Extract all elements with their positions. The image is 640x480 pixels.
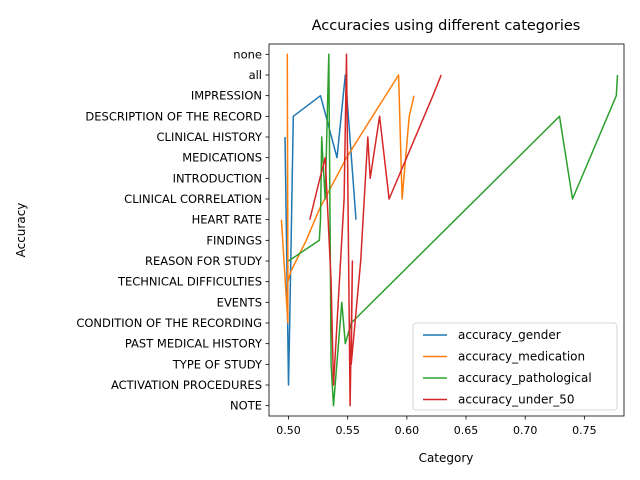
y-axis-label: Accuracy <box>14 203 28 258</box>
y-tick-label: DESCRIPTION OF THE RECORD <box>85 109 262 123</box>
legend-label: accuracy_pathological <box>458 371 592 385</box>
x-axis-label: Category <box>419 451 474 465</box>
y-tick-label: REASON FOR STUDY <box>145 254 263 268</box>
y-axis: NOTE ACTIVATION PROCEDURES TYPE OF STUDY PA… <box>76 47 269 413</box>
plot-lines <box>280 53 619 407</box>
y-tick-label: NOTE <box>230 399 262 413</box>
series-line-1 <box>280 53 415 324</box>
y-tick-label: IMPRESSION <box>191 89 262 103</box>
legend-label: accuracy_gender <box>458 328 561 342</box>
y-tick-label: CLINICAL CORRELATION <box>124 192 262 206</box>
x-axis: 0.50 0.55 0.60 0.65 0.70 0.75 <box>276 416 597 437</box>
y-tick-label: none <box>233 47 262 61</box>
y-tick-label: EVENTS <box>217 295 262 309</box>
x-tick-label: 0.60 <box>395 424 420 437</box>
x-tick-label: 0.75 <box>572 424 597 437</box>
y-tick-label: INTRODUCTION <box>173 171 262 185</box>
series-line-2 <box>288 53 619 407</box>
legend-label: accuracy_under_50 <box>458 393 575 407</box>
y-tick-label: TYPE OF STUDY <box>172 357 263 371</box>
legend: accuracy_gender accuracy_medicationaccura… <box>412 322 618 411</box>
x-tick-label: 0.55 <box>335 424 360 437</box>
y-tick-label: FINDINGS <box>206 233 262 247</box>
y-tick-label: TECHNICAL DIFFICULTIES <box>117 275 262 289</box>
chart-title: Accuracies using different categories <box>312 18 581 34</box>
x-tick-label: 0.50 <box>276 424 301 437</box>
y-tick-label: CLINICAL HISTORY <box>157 130 263 144</box>
plot-area-border <box>268 43 625 417</box>
x-tick-label: 0.65 <box>454 424 479 437</box>
y-tick-label: ACTIVATION PROCEDURES <box>111 378 262 392</box>
legend-label: accuracy_medication <box>458 350 585 364</box>
x-tick-label: 0.70 <box>513 424 538 437</box>
y-tick-label: MEDICATIONS <box>182 151 262 165</box>
axes-frame <box>268 43 625 417</box>
series-line-3 <box>309 53 442 407</box>
y-tick-label: CONDITION OF THE RECORDING <box>76 316 262 330</box>
legend-box <box>412 322 618 411</box>
y-tick-label: HEART RATE <box>192 213 262 227</box>
y-tick-label: all <box>249 68 262 82</box>
y-tick-label: PAST MEDICAL HISTORY <box>125 337 263 351</box>
